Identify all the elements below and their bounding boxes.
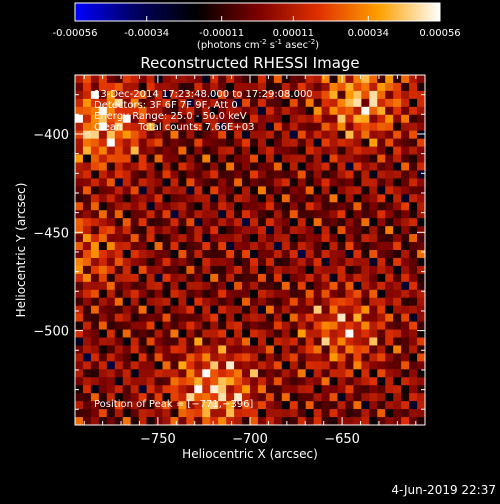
- colorbar-ticks: -0.00056 -0.00034 -0.00011 0.00011 0.00034 0.…: [53, 16, 461, 39]
- y-tick-label: −400: [33, 128, 69, 143]
- x-tick-label: −700: [232, 432, 268, 447]
- axis-ticks: −750 −700 −650 −400 −450 −500: [33, 75, 425, 447]
- chart-title: Reconstructed RHESSI Image: [140, 54, 359, 72]
- y-tick-label: −450: [33, 226, 69, 241]
- footer-date: 4-Jun-2019 22:37: [391, 483, 496, 497]
- annotation-energy-range: Energy Range: 25.0 - 50.0 keV: [94, 111, 247, 122]
- annotation-peak-position: Position of Peak = [−771,−396]: [94, 399, 253, 410]
- colorbar: -0.00056 -0.00034 -0.00011 0.00011 0.00034 0.…: [53, 2, 461, 51]
- colorbar-scale: [74, 2, 441, 22]
- heatmap-image: [75, 75, 425, 425]
- image-annotations: 13-Dec-2014 17:23:48.000 to 17:29:08.000…: [94, 89, 313, 410]
- x-tick-label: −750: [140, 432, 176, 447]
- x-axis-label: Heliocentric X (arcsec): [182, 447, 318, 461]
- annotation-detectors: Detectors: 3F 6F 7F 9F, Att 0: [94, 100, 238, 111]
- annotation-clean-counts: Clean Total counts: 7.66E+03: [94, 122, 254, 133]
- colorbar-tick-label: 0.00056: [419, 28, 460, 39]
- x-tick-label: −650: [324, 432, 360, 447]
- annotation-time-range: 13-Dec-2014 17:23:48.000 to 17:29:08.000: [94, 89, 313, 100]
- colorbar-tick-label: -0.00056: [53, 28, 98, 39]
- colorbar-units: (photons cm-2 s-1 asec-2): [197, 38, 319, 51]
- colorbar-tick-label: -0.00011: [199, 28, 244, 39]
- colorbar-tick-label: 0.00011: [273, 28, 314, 39]
- y-tick-label: −500: [33, 325, 69, 340]
- colorbar-tick-label: 0.00034: [348, 28, 389, 39]
- y-axis-label: Heliocentric Y (arcsec): [14, 183, 28, 318]
- colorbar-tick-label: -0.00034: [124, 28, 169, 39]
